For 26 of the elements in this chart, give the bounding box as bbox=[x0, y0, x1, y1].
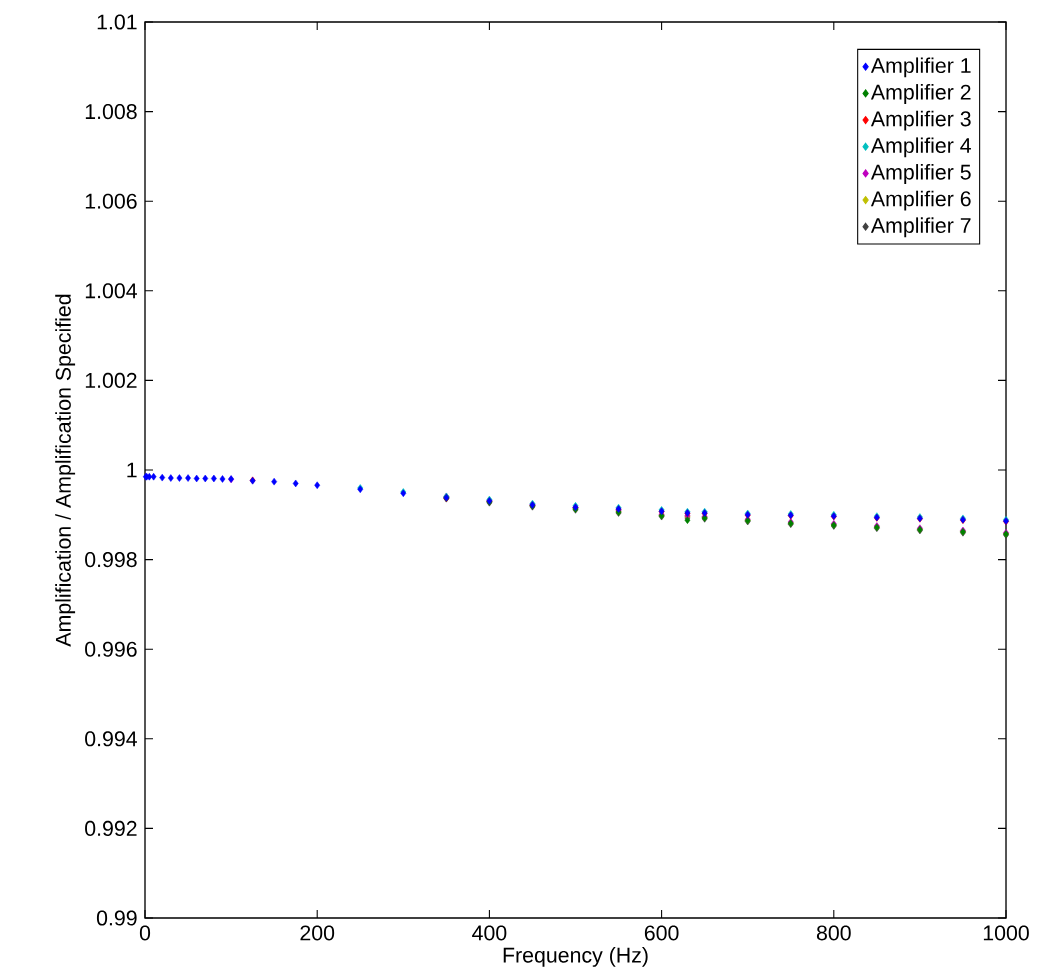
legend-label: Amplifier 6 bbox=[870, 190, 971, 211]
x-tick-label: 1000 bbox=[983, 925, 1029, 941]
x-axis-title: Frequency (Hz) bbox=[503, 946, 648, 967]
y-tick-label: 0.998 bbox=[85, 552, 137, 568]
x-tick-label: 800 bbox=[816, 925, 851, 941]
x-tick-label: 400 bbox=[472, 925, 507, 941]
y-tick-label: 0.99 bbox=[96, 910, 137, 926]
x-tick-label: 0 bbox=[139, 925, 151, 941]
legend-label: Amplifier 1 bbox=[870, 57, 971, 78]
y-tick-label: 1.006 bbox=[85, 193, 137, 209]
legend-label: Amplifier 2 bbox=[870, 84, 971, 104]
y-tick-label: 1 bbox=[127, 462, 137, 478]
y-tick-label: 1.01 bbox=[97, 14, 137, 30]
y-tick-label: 0.992 bbox=[85, 820, 137, 836]
y-tick-label: 1.008 bbox=[85, 104, 137, 120]
y-tick-label: 1.002 bbox=[85, 372, 137, 388]
legend-label: Amplifier 7 bbox=[870, 217, 971, 238]
x-tick-label: 600 bbox=[644, 925, 679, 941]
legend-label: Amplifier 5 bbox=[870, 164, 971, 184]
y-tick-label: 1.004 bbox=[85, 283, 137, 299]
legend-label: Amplifier 4 bbox=[870, 137, 971, 158]
legend-label: Amplifier 3 bbox=[870, 110, 971, 131]
y-tick-label: 0.994 bbox=[85, 731, 137, 747]
y-axis-title: Amplification / Amplification Specified bbox=[55, 294, 76, 647]
y-tick-label: 0.996 bbox=[85, 641, 137, 657]
x-tick-label: 200 bbox=[300, 925, 335, 941]
